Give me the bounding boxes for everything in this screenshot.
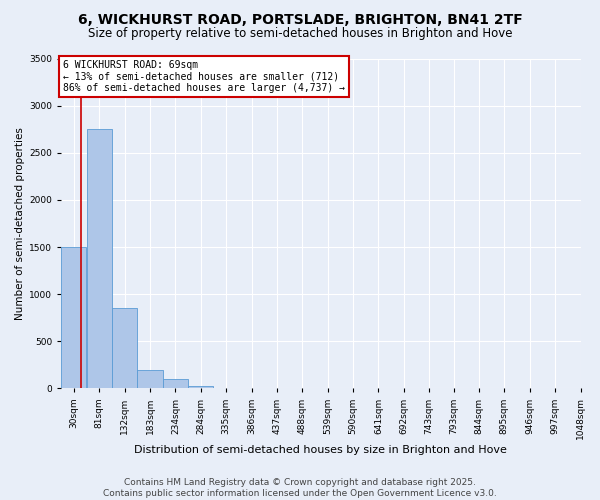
Bar: [137, 370, 163, 388]
Text: 6, WICKHURST ROAD, PORTSLADE, BRIGHTON, BN41 2TF: 6, WICKHURST ROAD, PORTSLADE, BRIGHTON, …: [77, 12, 523, 26]
Bar: [87, 129, 112, 388]
Bar: [188, 386, 214, 388]
Text: 6 WICKHURST ROAD: 69sqm
← 13% of semi-detached houses are smaller (712)
86% of s: 6 WICKHURST ROAD: 69sqm ← 13% of semi-de…: [62, 60, 344, 94]
Text: Contains HM Land Registry data © Crown copyright and database right 2025.
Contai: Contains HM Land Registry data © Crown c…: [103, 478, 497, 498]
Bar: [163, 379, 188, 388]
Text: Size of property relative to semi-detached houses in Brighton and Hove: Size of property relative to semi-detach…: [88, 28, 512, 40]
Bar: [61, 247, 86, 388]
Y-axis label: Number of semi-detached properties: Number of semi-detached properties: [15, 127, 25, 320]
X-axis label: Distribution of semi-detached houses by size in Brighton and Hove: Distribution of semi-detached houses by …: [134, 445, 507, 455]
Bar: [112, 308, 137, 388]
